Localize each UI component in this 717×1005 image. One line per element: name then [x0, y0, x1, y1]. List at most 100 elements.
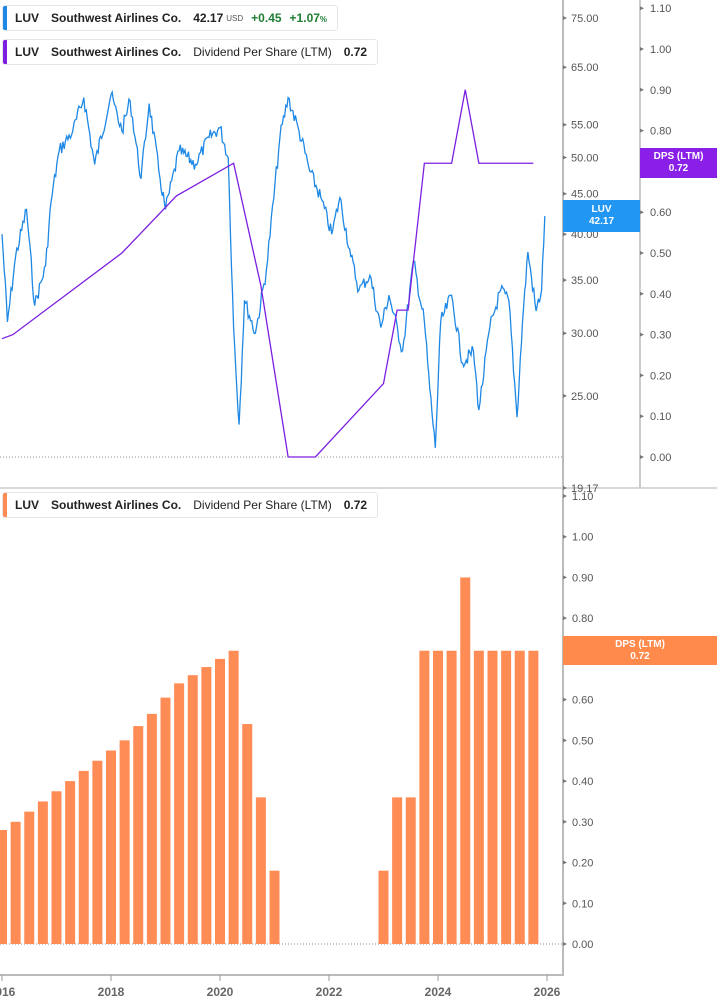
bar-tick-label: 0.20 — [572, 858, 593, 870]
price-tick-label: 75.00 — [571, 13, 599, 25]
legend-value: 0.72 — [343, 498, 368, 512]
tick-mark — [563, 738, 567, 743]
dps-bar — [65, 781, 76, 944]
dps-bar — [215, 658, 225, 944]
pct-sign: % — [319, 15, 328, 24]
price-tick-label: 40.00 — [571, 229, 599, 241]
legend-company: Southwest Airlines Co. — [51, 45, 182, 59]
bar-tick-label: 1.10 — [572, 491, 593, 503]
tick-mark — [640, 47, 644, 51]
tick-mark — [640, 87, 644, 92]
dps-bar — [106, 750, 116, 944]
dps-bar — [228, 650, 239, 944]
bar-tick-label: 0.80 — [572, 613, 593, 625]
dps-bar — [487, 650, 498, 944]
tick-mark — [563, 616, 567, 621]
dps-tick-label: 0.40 — [650, 289, 671, 301]
dps-bar — [37, 801, 48, 944]
tick-mark — [563, 697, 567, 702]
x-tick-label: 2020 — [207, 985, 234, 999]
tick-mark — [563, 393, 567, 398]
dps-bar — [419, 650, 430, 944]
x-tick-label: 2024 — [425, 985, 452, 999]
price-tick-label: 65.00 — [571, 62, 599, 74]
dps-bar — [242, 724, 253, 944]
dps-bar — [92, 760, 103, 944]
dps-bar — [514, 650, 525, 944]
price-tick-label: 35.00 — [571, 275, 599, 287]
price-tick-label: 25.00 — [571, 391, 599, 403]
dps-bar — [501, 650, 512, 944]
tick-mark — [563, 65, 567, 70]
tag-value: 42.17 — [588, 216, 615, 227]
dps-bar — [0, 829, 7, 944]
tick-mark — [563, 16, 567, 20]
dps-bar-legend[interactable]: LUV Southwest Airlines Co. Dividend Per … — [2, 492, 379, 518]
legend-company: Southwest Airlines Co. — [51, 498, 182, 512]
dps-tick-label: 0.20 — [650, 370, 671, 382]
tick-mark — [563, 779, 567, 784]
dps-line-legend[interactable]: LUV Southwest Airlines Co. Dividend Per … — [2, 39, 379, 65]
tag-value: 0.72 — [630, 650, 650, 662]
tick-mark — [563, 860, 567, 865]
tick-mark — [563, 232, 567, 237]
dps-bar — [528, 650, 539, 944]
dps-bar — [78, 770, 89, 944]
tick-mark — [640, 414, 644, 419]
tick-mark — [640, 455, 644, 459]
dps-bar — [255, 797, 266, 944]
bar-tick-label: 0.60 — [572, 695, 593, 707]
legend-price: 42.17 — [193, 11, 224, 25]
dps-bar — [473, 650, 484, 944]
dps-tick-label: 0.60 — [650, 207, 671, 219]
dps-tick-label: 0.90 — [650, 85, 671, 97]
tick-mark — [563, 191, 567, 196]
legend-ticker: LUV — [15, 11, 39, 25]
dps-bar — [160, 697, 171, 944]
legend-ticker: LUV — [15, 45, 39, 59]
price-tick-label: 19.17 — [571, 483, 599, 495]
bar-tick-label: 0.30 — [572, 817, 593, 829]
bar-tick-label: 0.10 — [572, 898, 593, 910]
x-tick-label: 2016 — [0, 985, 16, 999]
price-tick-label: 45.00 — [571, 189, 599, 201]
legend-metric: Dividend Per Share (LTM) — [193, 498, 332, 512]
dps-bar — [433, 650, 443, 944]
dps-bar — [119, 740, 130, 944]
tick-mark — [640, 210, 644, 215]
tick-mark — [563, 819, 567, 824]
x-tick-label: 2018 — [98, 985, 125, 999]
legend-company: Southwest Airlines Co. — [51, 11, 182, 25]
price-tick-label: 55.00 — [571, 120, 599, 132]
tick-mark — [640, 373, 644, 378]
tick-mark — [640, 251, 644, 255]
tag-label: LUV — [591, 204, 612, 215]
tick-mark — [563, 901, 567, 906]
bar-tick-label: 0.50 — [572, 735, 593, 747]
legend-currency: USD — [226, 13, 244, 23]
price-legend[interactable]: LUV Southwest Airlines Co. 42.17 USD +0.… — [2, 5, 339, 31]
tag-label: DPS (LTM) — [653, 151, 704, 162]
dps-bottom-tag: DPS (LTM) 0.72 — [563, 636, 717, 665]
dps-tick-label: 0.30 — [650, 330, 671, 342]
tag-label: DPS (LTM) — [615, 638, 665, 650]
legend-color-swatch — [3, 40, 7, 64]
dps-bar — [446, 650, 457, 944]
dps-bar — [405, 797, 416, 944]
tick-mark — [640, 6, 644, 11]
tick-mark — [563, 493, 567, 498]
dps-line — [1, 89, 534, 458]
dps-bar — [24, 811, 35, 944]
tick-mark — [563, 278, 567, 283]
dps-bar — [10, 821, 21, 944]
dps-bar — [174, 683, 185, 944]
price-tick-label: 30.00 — [571, 328, 599, 340]
x-tick-label: 2022 — [316, 985, 343, 999]
dps-bar — [392, 797, 403, 944]
legend-change: +0.45 — [251, 11, 282, 25]
dps-top-tag: DPS (LTM) 0.72 — [640, 148, 717, 178]
dps-tick-label: 1.10 — [650, 3, 671, 15]
legend-metric: Dividend Per Share (LTM) — [193, 45, 332, 59]
dps-bar — [460, 577, 471, 944]
